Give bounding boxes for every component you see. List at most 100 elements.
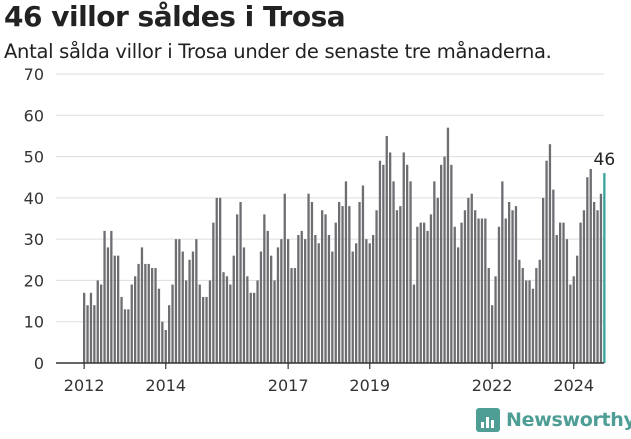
bar xyxy=(542,197,545,363)
bar xyxy=(426,230,429,363)
bar xyxy=(358,201,361,363)
bar xyxy=(429,214,433,363)
bar xyxy=(253,292,256,363)
x-tick-label: 2012 xyxy=(64,376,105,395)
bar xyxy=(412,284,416,363)
bar xyxy=(562,222,565,363)
bar xyxy=(501,181,504,363)
bar xyxy=(96,280,99,363)
bar xyxy=(355,243,358,363)
bar xyxy=(338,201,341,363)
bar xyxy=(474,210,477,363)
bar xyxy=(225,276,229,363)
bar xyxy=(191,251,195,363)
bar xyxy=(440,164,443,363)
bar xyxy=(266,230,269,363)
bar xyxy=(552,189,555,363)
y-axis-tick-labels: 0 10 20 30 40 50 60 70 xyxy=(24,65,44,373)
bar xyxy=(154,268,157,363)
bar xyxy=(168,305,171,363)
x-axis-tick-labels: 2012 2014 2017 2019 2022 2024 xyxy=(64,376,594,395)
bar xyxy=(174,239,178,363)
bar xyxy=(460,222,463,363)
bar xyxy=(484,218,487,363)
bar xyxy=(242,247,246,363)
bar xyxy=(178,239,181,363)
bar xyxy=(314,235,317,363)
bar xyxy=(297,235,300,363)
bar xyxy=(263,214,266,363)
bar xyxy=(317,243,320,363)
bar xyxy=(321,210,324,363)
bar xyxy=(457,247,460,363)
bar xyxy=(361,185,365,363)
bar xyxy=(477,218,480,363)
bar xyxy=(419,222,422,363)
bar xyxy=(351,251,354,363)
bar xyxy=(307,193,310,363)
bar xyxy=(535,268,538,363)
brand-name: Newsworthy xyxy=(506,409,631,431)
bar xyxy=(300,230,303,363)
y-tick-label: 20 xyxy=(24,271,44,290)
bar xyxy=(106,247,110,363)
bar xyxy=(113,255,116,363)
bar xyxy=(185,280,188,363)
bar xyxy=(368,243,371,363)
bar xyxy=(545,160,548,363)
bar xyxy=(555,235,558,363)
bar xyxy=(453,226,456,363)
bar xyxy=(229,284,232,363)
bar xyxy=(548,144,552,363)
bar xyxy=(147,263,150,363)
bar xyxy=(599,193,603,363)
bar xyxy=(433,181,436,363)
bar xyxy=(110,230,113,363)
bar xyxy=(280,239,283,363)
bar xyxy=(576,255,579,363)
bar-chart-icon xyxy=(476,408,500,432)
bar xyxy=(436,197,439,363)
bar xyxy=(423,222,426,363)
y-tick-label: 30 xyxy=(24,230,44,249)
bar xyxy=(93,305,96,363)
bar xyxy=(525,280,528,363)
bar xyxy=(219,197,222,363)
bar xyxy=(144,263,147,363)
bar xyxy=(304,239,307,363)
bar xyxy=(446,127,450,364)
bar xyxy=(389,152,392,363)
newsworthy-logo: Newsworthy xyxy=(476,408,631,432)
bar xyxy=(593,201,596,363)
bar xyxy=(273,280,276,363)
bar xyxy=(259,251,263,363)
bar xyxy=(246,276,249,363)
bar xyxy=(123,309,127,363)
bar xyxy=(334,222,337,363)
bar xyxy=(463,210,467,363)
bar xyxy=(86,305,89,363)
bar xyxy=(290,268,293,363)
bar xyxy=(195,239,198,363)
bar xyxy=(450,164,453,363)
bar xyxy=(521,268,524,363)
bar xyxy=(378,160,382,363)
bar xyxy=(270,255,273,363)
bar xyxy=(89,292,93,363)
bar xyxy=(212,222,215,363)
bar xyxy=(103,230,106,363)
bar xyxy=(236,214,239,363)
bar xyxy=(409,181,412,363)
bar xyxy=(504,218,507,363)
bar xyxy=(205,296,208,363)
bar xyxy=(161,321,164,363)
chart-subtitle: Antal sålda villor i Trosa under de sena… xyxy=(4,40,552,63)
bar xyxy=(572,276,575,363)
bar xyxy=(528,280,531,363)
x-tick-label: 2017 xyxy=(268,376,309,395)
bar xyxy=(171,284,174,363)
bar xyxy=(586,177,589,363)
y-tick-label: 60 xyxy=(24,106,44,125)
bar xyxy=(406,164,409,363)
